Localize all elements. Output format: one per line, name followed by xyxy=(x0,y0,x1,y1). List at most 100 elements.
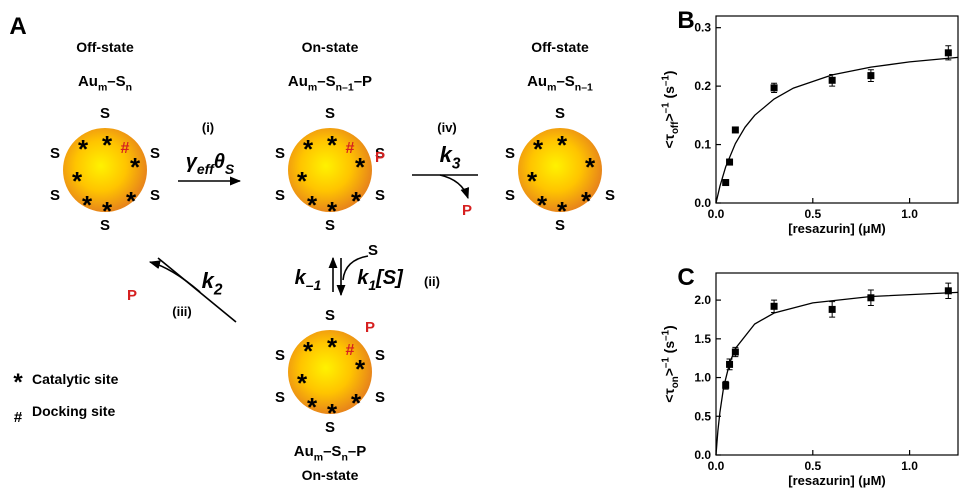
state-formula: Aum–Sn xyxy=(78,73,132,94)
text-part: –S xyxy=(556,73,574,90)
y-tick-label: 0.0 xyxy=(694,448,711,462)
site-label: S xyxy=(275,389,285,406)
state-title: Off-state xyxy=(531,39,589,55)
site-label: S xyxy=(50,145,60,162)
y-axis-label: <τon>–1 (s–1) xyxy=(660,325,681,402)
product: P xyxy=(375,149,385,166)
catalytic-site: * xyxy=(82,190,93,220)
text-part: on xyxy=(670,376,681,388)
data-point xyxy=(771,303,778,310)
text-part: S xyxy=(225,161,235,177)
catalytic-site: * xyxy=(327,196,338,226)
x-tick-label: 0.5 xyxy=(804,207,821,221)
docking-site: # xyxy=(346,342,355,359)
catalytic-site: * xyxy=(355,354,366,384)
text-part: Au xyxy=(78,73,98,90)
catalytic-site: * xyxy=(307,190,318,220)
text-part: –P xyxy=(348,443,366,460)
arrow xyxy=(440,175,468,198)
catalytic-site: * xyxy=(355,152,366,182)
y-tick-label: 0.2 xyxy=(694,79,711,93)
docking-site: # xyxy=(346,140,355,157)
text-part: Au xyxy=(288,73,308,90)
state-formula: Aum–Sn–1 xyxy=(527,73,593,94)
y-tick-label: 0.5 xyxy=(694,409,711,423)
data-point xyxy=(722,382,729,389)
text-part: –S xyxy=(317,73,335,90)
site-label: S xyxy=(50,187,60,204)
text-part: m xyxy=(308,82,317,94)
text-part: 3 xyxy=(452,156,461,173)
text-part: n–1 xyxy=(336,82,354,94)
catalytic-site: * xyxy=(351,186,362,216)
fit-curve xyxy=(716,57,958,203)
text-part: n xyxy=(126,82,132,94)
catalytic-site: * xyxy=(351,388,362,418)
step-label: (iv) xyxy=(437,120,457,135)
site-label: S xyxy=(275,187,285,204)
y-axis-label: <τoff>–1 (s–1) xyxy=(660,71,681,149)
substrate: S xyxy=(368,242,378,259)
step-label: (ii) xyxy=(424,274,440,289)
y-tick-label: 0.3 xyxy=(694,21,711,35)
y-tick-label: 1.0 xyxy=(694,371,711,385)
data-point xyxy=(722,179,729,186)
catalytic-site: * xyxy=(581,186,592,216)
site-label: S xyxy=(325,105,335,122)
text-part: > xyxy=(661,368,677,376)
site-label: S xyxy=(375,347,385,364)
text-part: <τ xyxy=(661,388,677,403)
figure: AOff-stateAum–SnOn-stateAum–Sn–1–POff-st… xyxy=(0,0,962,491)
legend-symbol: * xyxy=(13,369,23,396)
text-part: –1 xyxy=(660,75,671,86)
panel-label: C xyxy=(677,264,694,291)
catalytic-site: * xyxy=(78,134,89,164)
catalytic-site: * xyxy=(537,190,548,220)
state-formula: Aum–Sn–P xyxy=(294,443,366,464)
site-label: S xyxy=(555,105,565,122)
site-label: S xyxy=(150,187,160,204)
catalytic-site: * xyxy=(102,130,113,160)
y-tick-label: 0.0 xyxy=(694,196,711,210)
site-label: S xyxy=(275,145,285,162)
text-part: (s xyxy=(661,341,677,358)
product: P xyxy=(462,202,472,219)
catalytic-site: * xyxy=(557,196,568,226)
legend-text: Catalytic site xyxy=(32,371,119,387)
catalytic-site: * xyxy=(327,332,338,362)
catalytic-site: * xyxy=(303,336,314,366)
text-part: <τ xyxy=(661,133,677,148)
text-part: Au xyxy=(294,443,314,460)
text-part: ) xyxy=(661,325,677,330)
data-point xyxy=(771,84,778,91)
data-point xyxy=(732,126,739,133)
data-point xyxy=(945,49,952,56)
y-tick-label: 1.5 xyxy=(694,332,711,346)
text-part: off xyxy=(670,121,681,134)
catalytic-site: * xyxy=(327,398,338,428)
catalytic-site: * xyxy=(585,152,596,182)
rate-label: k3 xyxy=(440,142,461,173)
plot-frame xyxy=(716,16,958,203)
text-part: –S xyxy=(107,73,125,90)
rate-label: k2 xyxy=(202,268,223,299)
site-label: S xyxy=(505,145,515,162)
text-part: 1 xyxy=(368,277,376,293)
state-title: Off-state xyxy=(76,39,134,55)
data-point xyxy=(867,294,874,301)
data-point xyxy=(945,287,952,294)
catalytic-site: * xyxy=(327,130,338,160)
step-label: (iii) xyxy=(172,304,192,319)
catalytic-site: * xyxy=(126,186,137,216)
catalytic-site: * xyxy=(557,130,568,160)
data-point xyxy=(726,159,733,166)
catalytic-site: * xyxy=(130,152,141,182)
catalytic-site: * xyxy=(102,196,113,226)
text-part: > xyxy=(661,113,677,121)
text-part: –1 xyxy=(660,102,671,113)
site-label: S xyxy=(375,187,385,204)
fit-curve xyxy=(716,292,958,455)
docking-site: # xyxy=(121,140,130,157)
data-point xyxy=(829,306,836,313)
text-part: –1 xyxy=(660,357,671,368)
